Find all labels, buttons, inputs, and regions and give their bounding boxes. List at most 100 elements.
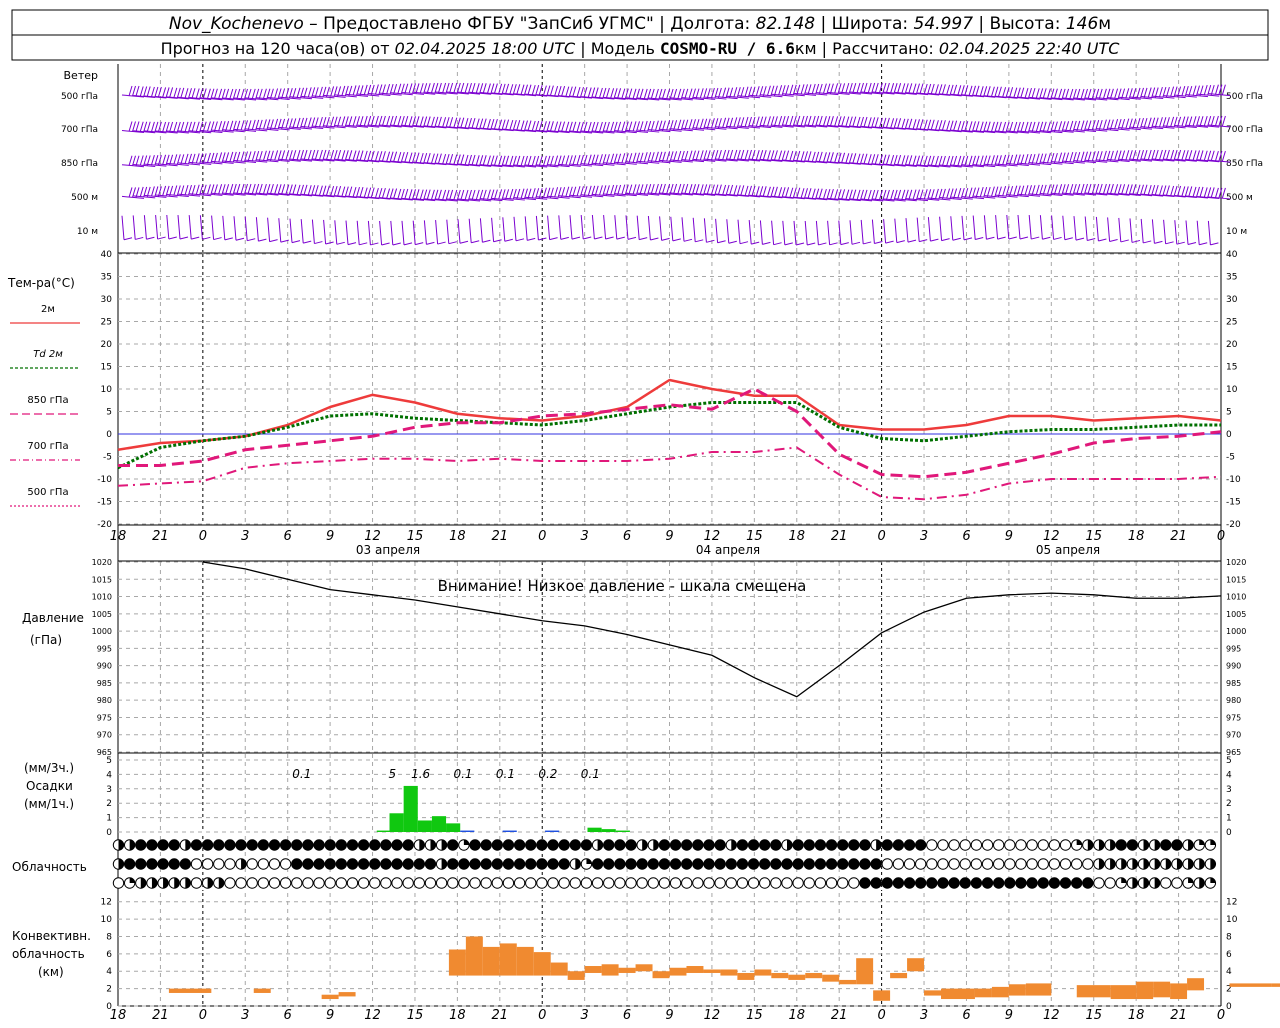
wind-barb-flag [800,84,805,95]
wind-barb-flag [143,86,148,97]
wind-barb-flag [437,189,442,200]
wind-barb-flag [168,236,177,240]
cloud-symbol-full [391,858,403,870]
cloud-symbol-full [424,858,437,870]
cloud-symbol-full [759,839,771,851]
convective-unit: (км) [38,965,64,979]
x-tick-label: 15 [746,529,763,544]
wind-barb-flag [904,83,909,94]
cloud-symbol-full [357,839,370,851]
wind-barb-flag [1218,150,1223,162]
wind-barb-flag [232,151,237,163]
wind-barb-flag [722,184,727,196]
wind-barb-flag [423,189,428,200]
cloud-symbol-full [1082,877,1094,889]
wind-barb-flag [1075,237,1085,241]
wind-barb-flag [1009,121,1014,133]
wind-barb-flag [1065,88,1070,100]
cloud-symbol-half [218,877,224,889]
wind-barb-flag [195,153,200,164]
wind-barb-flag [531,120,536,132]
wind-barb-flag [251,150,256,162]
wind-barb-flag [852,153,857,164]
wind-barb-flag [184,153,189,165]
wind-barb-flag [150,186,155,197]
wind-barb-flag [292,150,297,161]
wind-barb-flag [643,120,648,132]
cloud-symbol-half [1188,839,1194,851]
wind-barb-flag [818,242,827,246]
temp-tick-left: 35 [101,273,112,283]
wind-barb-flag [968,187,973,198]
wind-barb-flag [247,238,256,242]
wind-barb-flag [490,155,495,166]
wind-barb-flag [834,83,839,94]
wind-barb-flag [213,121,218,132]
cloud-symbol-full [224,839,236,851]
pressure-tick-left: 970 [97,731,112,740]
wind-barb-flag [834,189,839,200]
wind-barb-flag [169,185,174,197]
wind-barb-flag [755,186,760,197]
wind-barb [502,217,506,242]
cloud-symbol-full [335,839,348,851]
convective-tick-left: 10 [101,915,113,925]
wind-barb-flag [1050,88,1055,99]
wind-barb-flag [437,82,442,94]
x-tick-label: 3 [241,1008,249,1023]
wind-barb-flag [912,83,917,94]
cloud-symbol-full [792,839,804,851]
cloud-symbol-quarter [1121,877,1127,883]
wind-barb-flag [498,155,503,166]
wind-barb-flag [389,188,394,199]
wind-barb [1039,215,1043,240]
x-tick-label: 3 [920,1008,928,1023]
precipitation-unit-1h: (мм/1ч.) [24,797,74,811]
wind-barb-flag [460,154,465,165]
wind-barb-flag [143,121,148,132]
precip-tick-left: 3 [106,785,112,795]
wind-barb-flag [661,151,666,162]
cloud-symbol-full [491,858,504,870]
cloud-symbol-full [1070,877,1083,889]
wind-barb-flag [781,150,786,161]
wind-barb [1185,220,1189,245]
wind-barb-flag [800,151,805,162]
header-part: Nov_Kochenevo [169,14,304,34]
wind-barb-flag [546,85,551,96]
wind-barb-flag [904,189,909,200]
wind-barb-flag [818,188,823,199]
wind-barb-flag [437,116,442,128]
cloud-symbol-half [1110,858,1116,870]
wind-barb [143,215,147,240]
wind-barb-flag [1064,237,1073,241]
wind-barb-flag [1136,117,1141,129]
header-part: м [1098,14,1111,34]
header-part: – Предоставлено ФГБУ "ЗапСиб УГМС" | Дол… [304,14,756,34]
cloud-symbol-full [926,877,938,889]
wind-barb-flag [583,154,588,166]
wind-barb-flag [583,121,588,133]
wind-barb-flag [1013,87,1018,98]
cloud-symbol [736,877,749,889]
wind-barb-flag [442,117,447,128]
wind-barb-flag [688,184,693,195]
wind-barb-flag [535,120,540,132]
cloud-symbol-half [1143,858,1149,870]
wind-barb-flag [352,116,357,127]
wind-barb-flag [829,83,834,94]
wind-barb-flag [1192,186,1197,198]
wind-barb-flag [885,117,890,128]
wind-barb-flag [493,119,498,130]
wind-barb-flag [632,184,637,195]
wind-barb-flag [505,155,510,166]
pressure-series [202,561,1222,698]
wind-barb-flag [184,184,189,196]
wind-barb [827,220,831,245]
wind-barb-flag [520,188,525,199]
wind-barb-flag [658,183,663,195]
wind-barb-flag [979,155,984,166]
wind-barb-flag [314,117,319,128]
wind-barb-flag [636,184,640,195]
wind-barb [255,217,259,242]
